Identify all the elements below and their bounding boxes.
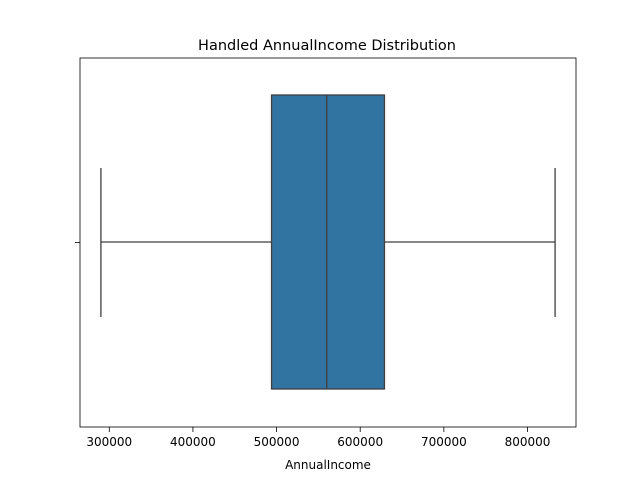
x-axis-label: AnnualIncome	[285, 458, 371, 472]
x-tick-label: 400000	[170, 435, 216, 449]
x-tick-label: 700000	[421, 435, 467, 449]
x-axis: 300000 400000 500000 600000 700000 800000	[86, 427, 550, 449]
x-tick-label: 300000	[86, 435, 132, 449]
x-tick-label: 600000	[337, 435, 383, 449]
iqr-box	[270, 94, 386, 390]
plot-area	[100, 94, 556, 390]
x-tick-label: 800000	[505, 435, 551, 449]
x-tick-label: 500000	[254, 435, 300, 449]
chart-title: Handled AnnualIncome Distribution	[198, 38, 456, 54]
